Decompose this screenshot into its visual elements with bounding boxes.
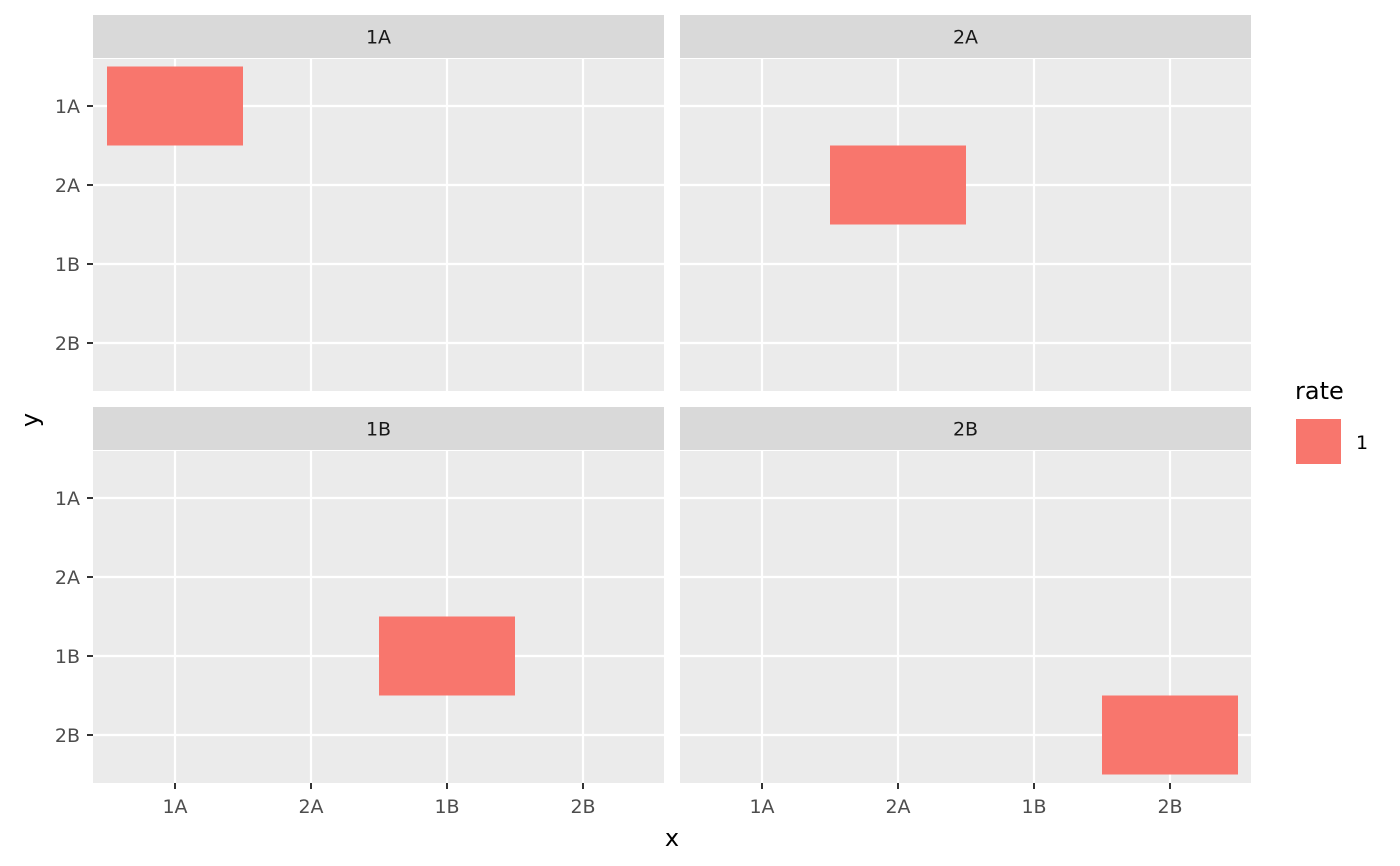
x-axis-title: x — [665, 824, 679, 852]
y-tick-label: 2B — [55, 333, 80, 355]
x-tick-label: 1A — [162, 796, 187, 818]
x-tick-label: 2B — [1157, 796, 1182, 818]
panel-background — [93, 451, 664, 783]
facet-strip-label: 2B — [953, 419, 978, 441]
x-tick-label: 1B — [1021, 796, 1046, 818]
legend-title: rate — [1295, 377, 1344, 405]
x-tick-label: 1B — [434, 796, 459, 818]
x-tick-label: 2A — [885, 796, 910, 818]
legend-key — [1296, 419, 1341, 464]
facet-strip — [680, 15, 1251, 58]
facet-strip-label: 2A — [953, 27, 978, 49]
heatmap-tile — [379, 616, 515, 696]
y-axis-title: y — [16, 413, 44, 427]
legend-entries: 1 — [1296, 419, 1368, 464]
y-tick-label: 2A — [55, 175, 80, 197]
y-tick-label: 1B — [55, 254, 80, 276]
x-tick-label: 2B — [570, 796, 595, 818]
facet-strip-label: 1A — [366, 27, 391, 49]
x-tick-label: 1A — [749, 796, 774, 818]
facet-panel-1a: 1A 1A 2A 1B 2B — [55, 15, 664, 391]
facet-strip — [93, 407, 664, 450]
heatmap-tile — [830, 145, 966, 225]
y-tick-label: 1A — [55, 488, 80, 510]
heatmap-tile — [107, 66, 243, 146]
legend: rate 1 — [1295, 377, 1368, 464]
x-tick-label: 2A — [298, 796, 323, 818]
panels-layer: 1A 1A 2A 1B 2B 2A 1B 1A 2A 1B 2B 1A 2A 1B 2B 2B 1A 2A 1B 2B — [55, 15, 1251, 818]
y-tick-label: 2A — [55, 567, 80, 589]
facet-strip-label: 1B — [366, 419, 391, 441]
y-tick-label: 1A — [55, 96, 80, 118]
legend-label: 1 — [1356, 432, 1368, 454]
panel-background — [680, 59, 1251, 391]
y-tick-label: 2B — [55, 725, 80, 747]
facet-strip — [680, 407, 1251, 450]
facet-panel-2a: 2A — [680, 15, 1251, 391]
facet-panel-1b: 1B 1A 2A 1B 2B 1A 2A 1B 2B — [55, 407, 664, 818]
y-tick-label: 1B — [55, 646, 80, 668]
facet-panel-2b: 2B 1A 2A 1B 2B — [680, 407, 1251, 818]
facet-strip — [93, 15, 664, 58]
heatmap-tile — [1102, 695, 1238, 775]
